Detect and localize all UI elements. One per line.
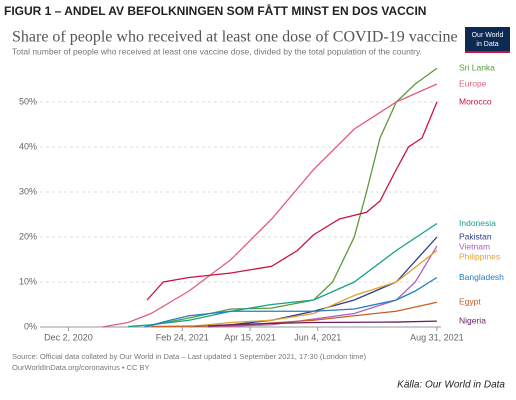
legend-label: Philippines [459, 251, 500, 261]
legend-label: Nigeria [459, 315, 486, 325]
series-line [144, 276, 438, 328]
legend-label: Indonesia [459, 218, 496, 228]
credit: Källa: Our World in Data [397, 380, 505, 391]
y-tick-label: 40% [19, 141, 37, 151]
series-line [102, 83, 438, 328]
legend-label: Morocco [459, 96, 492, 106]
series-line [128, 222, 438, 328]
logo-text: Our World [472, 32, 504, 39]
series-line [207, 245, 438, 328]
x-tick-label: Dec 2, 2020 [44, 332, 93, 342]
chart-title: Share of people who received at least on… [12, 29, 458, 46]
legend-label: Pakistan [459, 231, 492, 241]
series-line [146, 67, 438, 327]
legend-label: Sri Lanka [459, 63, 495, 73]
y-tick-label: 20% [19, 231, 37, 241]
y-tick-label: 10% [19, 276, 37, 286]
figure-label: FIGUR 1 – ANDEL AV BEFOLKNINGEN SOM FÅTT… [4, 3, 426, 18]
x-tick-label: Feb 24, 2021 [156, 332, 209, 342]
logo-box [465, 27, 510, 53]
legend-label: Egypt [459, 297, 481, 307]
y-tick-label: 50% [19, 96, 37, 106]
legend-label: Vietnam [459, 241, 490, 251]
legend-label: Europe [459, 78, 487, 88]
legend-label: Bangladesh [459, 272, 504, 282]
logo-text: in Data [476, 41, 498, 48]
source-link: OurWorldInData.org/coronavirus • CC BY [12, 363, 150, 372]
y-tick-label: 0% [24, 321, 37, 331]
x-tick-label: Apr 15, 2021 [224, 332, 276, 342]
series-line [207, 320, 437, 327]
series-line [146, 101, 438, 301]
x-tick-label: Jun 4, 2021 [294, 332, 341, 342]
series-line [188, 249, 438, 328]
logo-bar [465, 51, 510, 53]
chart-subtitle: Total number of people who received at l… [12, 46, 422, 56]
source-note: Source: Official data collated by Our Wo… [12, 352, 367, 361]
x-tick-label: Aug 31, 2021 [410, 332, 464, 342]
y-tick-label: 30% [19, 186, 37, 196]
